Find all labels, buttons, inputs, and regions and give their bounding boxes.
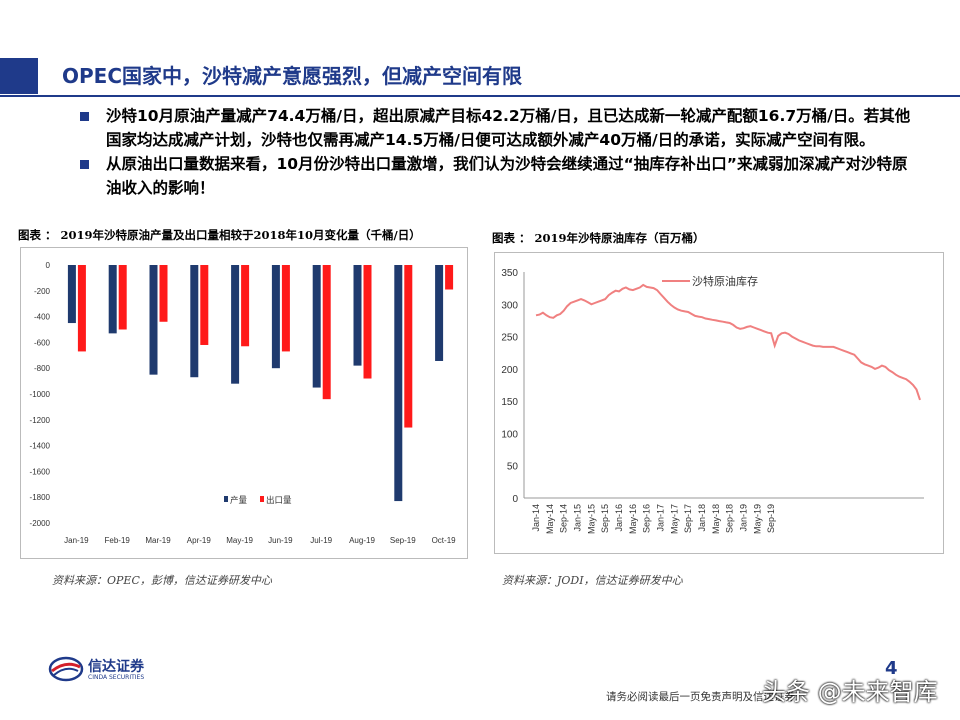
- chart-frame: [494, 252, 944, 554]
- logo-text-cn: 信达证券: [88, 659, 144, 675]
- title-divider: [0, 95, 960, 97]
- bar-production: [231, 265, 240, 384]
- logo-text-en: CINDA SECURITIES: [88, 674, 145, 681]
- x-tick-label: May-14: [545, 504, 555, 534]
- cinda-logo-icon: [48, 656, 84, 682]
- x-tick-label: Jan-18: [697, 504, 707, 532]
- bar-export: [445, 265, 454, 290]
- bar-export: [241, 265, 250, 347]
- bar-production: [67, 265, 76, 324]
- left-figure-source: 资料来源：OPEC，彭博，信达证券研发中心: [52, 574, 272, 587]
- disclaimer-note: 请务必阅读最后一页免责声明及信达证券: [606, 691, 795, 703]
- x-tick-label: May-17: [669, 504, 679, 534]
- x-tick-label: Jan-19: [64, 536, 89, 545]
- x-tick-label: Sep-16: [642, 504, 652, 533]
- y-tick-label: 100: [501, 429, 518, 440]
- company-logo: 信达证券 CINDA SECURITIES: [48, 654, 148, 684]
- bar-export: [322, 265, 331, 400]
- x-tick-label: Apr-19: [187, 536, 212, 545]
- legend-swatch: [224, 496, 228, 502]
- bullet-square-icon: [80, 160, 89, 169]
- bullet-item: 从原油出口量数据来看，10月份沙特出口量激增，我们认为沙特会继续通过“抽库存补出…: [76, 152, 916, 200]
- y-tick-label: -400: [34, 313, 51, 322]
- left-figure-caption: 图表 ： 2019年沙特原油产量及出口量相较于2018年10月变化量（千桶/日）: [18, 228, 421, 242]
- bar-production: [353, 265, 362, 366]
- bar-export: [404, 265, 413, 428]
- x-tick-label: May-19: [226, 536, 253, 545]
- bar-production: [149, 265, 158, 375]
- y-tick-label: -1800: [30, 493, 51, 502]
- series-line-inventory: [535, 283, 921, 401]
- bar-production: [190, 265, 199, 378]
- y-tick-label: -1600: [30, 467, 51, 476]
- y-tick-label: 50: [507, 462, 519, 473]
- bar-export: [159, 265, 168, 322]
- x-tick-label: Jan-14: [531, 504, 541, 532]
- right-figure-caption: 图表 ： 2019年沙特原油库存（百万桶）: [492, 231, 705, 245]
- y-tick-label: -2000: [30, 519, 51, 528]
- watermark: 头条 @未来智库: [762, 678, 938, 706]
- x-tick-label: Jan-15: [573, 504, 583, 532]
- y-tick-label: 150: [501, 397, 518, 408]
- x-tick-label: May-18: [711, 504, 721, 534]
- bar-export: [363, 265, 372, 379]
- bullet-text: 沙特10月原油产量减产74.4万桶/日，超出原减产目标42.2万桶/日，且已达成…: [106, 107, 911, 149]
- x-tick-label: Oct-19: [432, 536, 457, 545]
- y-tick-label: 300: [501, 300, 518, 311]
- x-tick-label: Feb-19: [105, 536, 131, 545]
- bar-production: [108, 265, 117, 334]
- x-tick-label: Jan-19: [739, 504, 749, 532]
- bar-export: [281, 265, 290, 352]
- bar-export: [118, 265, 127, 330]
- x-tick-label: May-19: [752, 504, 762, 534]
- bar-production: [271, 265, 280, 369]
- x-tick-label: Jul-19: [310, 536, 332, 545]
- production-export-bar-chart: 0 -200 -400 -600 -800 -1000 -1200 -1400 -1600 -18…: [20, 247, 468, 559]
- bullet-square-icon: [80, 112, 89, 121]
- y-tick-label: -200: [34, 287, 51, 296]
- bar-export: [77, 265, 86, 352]
- x-tick-label: Jan-17: [656, 504, 666, 532]
- bar-production: [312, 265, 321, 388]
- y-tick-label: 350: [501, 268, 518, 279]
- x-tick-label: Sep-19: [390, 536, 416, 545]
- x-tick-label: Jan-16: [614, 504, 624, 532]
- y-tick-label: 0: [512, 494, 518, 505]
- legend-swatch: [260, 496, 264, 502]
- chart-frame: [20, 247, 468, 559]
- x-tick-label: Mar-19: [145, 536, 171, 545]
- x-tick-label: May-16: [628, 504, 638, 534]
- y-tick-label: 0: [46, 261, 51, 270]
- bullet-list: 沙特10月原油产量减产74.4万桶/日，超出原减产目标42.2万桶/日，且已达成…: [76, 104, 916, 200]
- x-tick-label: Sep-14: [559, 504, 569, 533]
- y-tick-label: -1200: [30, 416, 51, 425]
- title-marker: [0, 58, 38, 94]
- y-tick-label: -1000: [30, 390, 51, 399]
- bar-export: [200, 265, 209, 345]
- legend-label: 出口量: [266, 495, 292, 505]
- x-tick-label: Sep-17: [683, 504, 693, 533]
- y-tick-label: 250: [501, 333, 518, 344]
- inventory-line-chart: 0 50 100 150 200 250 300 350 Jan-14 May-14 Sep-14 J…: [494, 252, 944, 554]
- y-tick-label: -600: [34, 338, 51, 347]
- x-tick-label: Sep-15: [600, 504, 610, 533]
- bar-production: [394, 265, 403, 502]
- x-tick-label: Sep-18: [725, 504, 735, 533]
- legend-label: 产量: [230, 495, 248, 505]
- x-tick-label: Sep-19: [766, 504, 776, 533]
- y-tick-label: -1400: [30, 442, 51, 451]
- x-tick-label: Aug-19: [349, 536, 375, 545]
- bullet-text: 从原油出口量数据来看，10月份沙特出口量激增，我们认为沙特会继续通过“抽库存补出…: [106, 155, 908, 197]
- bullet-item: 沙特10月原油产量减产74.4万桶/日，超出原减产目标42.2万桶/日，且已达成…: [76, 104, 916, 152]
- y-tick-label: -800: [34, 364, 51, 373]
- x-tick-label: Jun-19: [268, 536, 293, 545]
- page-number: 4: [885, 658, 898, 679]
- bar-production: [435, 265, 444, 361]
- right-figure-source: 资料来源：JODI，信达证券研发中心: [502, 574, 683, 587]
- page-title: OPEC国家中，沙特减产意愿强烈，但减产空间有限: [62, 64, 522, 88]
- y-tick-label: 200: [501, 365, 518, 376]
- x-tick-label: May-15: [586, 504, 596, 534]
- legend-label: 沙特原油库存: [692, 274, 758, 288]
